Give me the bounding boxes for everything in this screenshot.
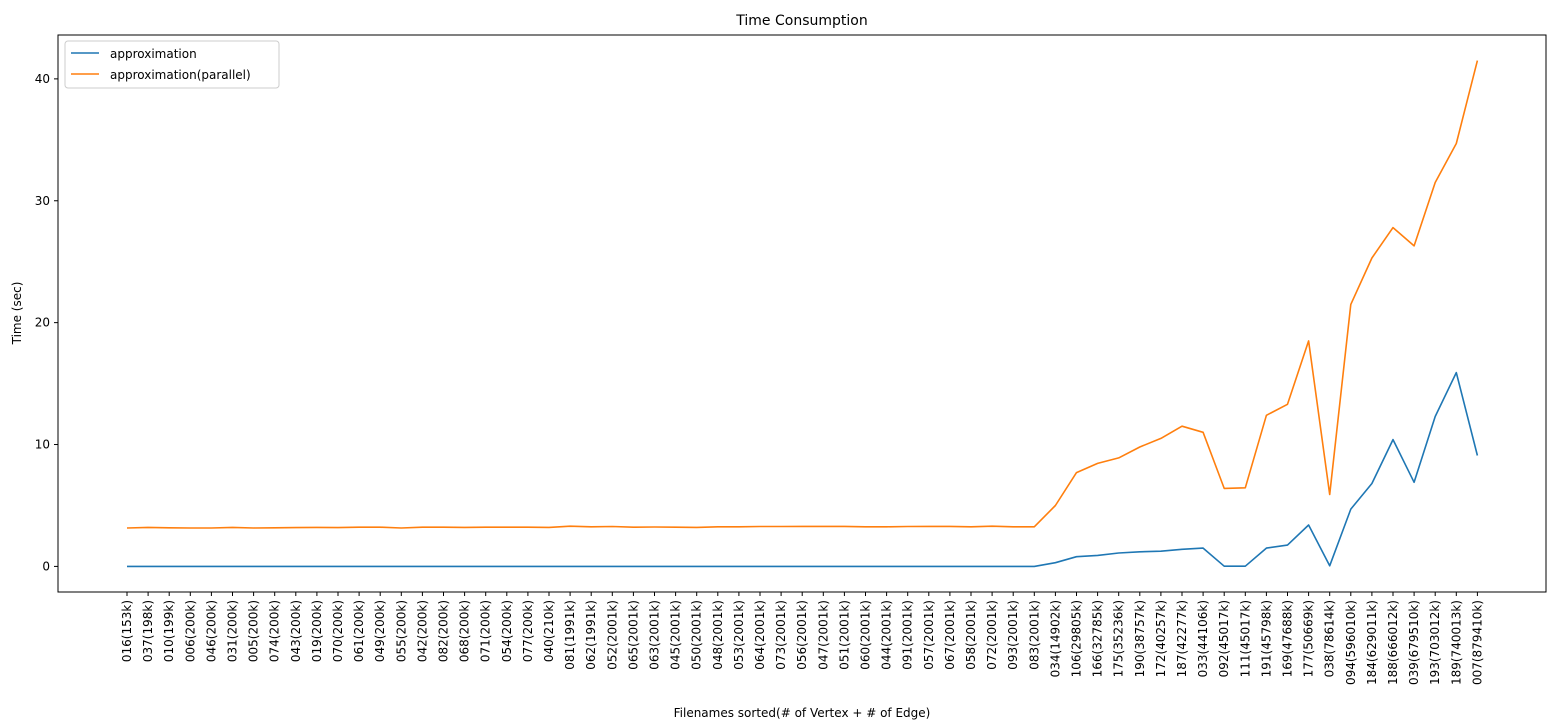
x-tick-label: 055(200k) (394, 600, 408, 662)
x-tick-label: 083(2001k) (1027, 600, 1041, 670)
x-tick-label: 051(2001k) (837, 600, 851, 670)
x-tick-label: 058(2001k) (964, 600, 978, 670)
y-tick-label: 30 (35, 194, 50, 208)
legend-frame (64, 40, 280, 89)
series-line-approximation (127, 371, 1479, 568)
x-tick-label: 040(210k) (542, 600, 556, 662)
x-tick-label: 188(666012k) (1386, 600, 1400, 685)
x-tick-label: 037(198k) (141, 600, 155, 662)
legend-label-approximation: approximation (110, 47, 197, 61)
x-tick-label: 056(2001k) (795, 600, 809, 670)
x-tick-label: 070(200k) (331, 600, 345, 662)
series-line-approximation-parallel (126, 60, 1479, 529)
x-tick-label: 091(2001k) (901, 600, 915, 670)
x-tick-label: 187(42277k) (1175, 600, 1189, 677)
plot-area (57, 34, 1547, 593)
x-tick-label: 166(32785k) (1091, 600, 1105, 677)
x-tick-label: 049(200k) (373, 600, 387, 662)
x-tick-label: 061(200k) (352, 600, 366, 662)
x-tick-label: 081(1991k) (563, 600, 577, 670)
x-tick-label: 062(1991k) (584, 600, 598, 670)
y-tick-label: 0 (42, 559, 50, 573)
x-tick-label: 007(879410k) (1470, 600, 1484, 685)
x-tick-label: 106(29805k) (1070, 600, 1084, 677)
legend: approximation approximation(parallel) (64, 40, 280, 89)
x-tick-label: 082(200k) (437, 600, 451, 662)
x-tick-label: 031(200k) (226, 600, 240, 662)
x-tick-label: 057(2001k) (922, 600, 936, 670)
x-tick-label: 092(45017k) (1217, 600, 1231, 677)
x-tick-label: 064(2001k) (753, 600, 767, 670)
x-tick-label: 067(2001k) (943, 600, 957, 670)
x-tick-label: 005(200k) (247, 600, 261, 662)
x-tick-label: 094(596010k) (1344, 600, 1358, 685)
x-tick-label: 189(740013k) (1449, 600, 1463, 685)
x-tick-label: 045(2001k) (669, 600, 683, 670)
x-tick-label: 190(38757k) (1133, 600, 1147, 677)
y-axis-label: Time (sec) (10, 282, 24, 346)
y-axis: 0 10 20 30 40 (35, 72, 58, 573)
x-tick-label: 065(2001k) (626, 600, 640, 670)
x-tick-label: 172(40257k) (1154, 600, 1168, 677)
y-tick-label: 10 (35, 438, 50, 452)
x-tick-label: 038(78614k) (1323, 600, 1337, 677)
x-tick-label: 048(2001k) (711, 600, 725, 670)
chart-title: Time Consumption (735, 13, 867, 29)
x-tick-label: 073(2001k) (774, 600, 788, 670)
x-tick-label: 184(629011k) (1365, 600, 1379, 685)
x-tick-label: 006(200k) (183, 600, 197, 662)
x-tick-label: 072(2001k) (985, 600, 999, 670)
x-tick-label: 177(50669k) (1302, 600, 1316, 677)
x-tick-label: 111(45017k) (1238, 600, 1252, 677)
x-tick-label: 033(44106k) (1196, 600, 1210, 677)
x-tick-label: 044(2001k) (880, 600, 894, 670)
x-tick-label: 039(679510k) (1407, 600, 1421, 685)
x-tick-label: 010(199k) (162, 600, 176, 662)
x-tick-label: 047(2001k) (816, 600, 830, 670)
x-tick-label: 046(200k) (204, 600, 218, 662)
x-tick-label: 050(2001k) (690, 600, 704, 670)
x-tick-label: 093(2001k) (1006, 600, 1020, 670)
x-tick-label: 077(200k) (521, 600, 535, 662)
x-tick-label: 053(2001k) (732, 600, 746, 670)
x-tick-label: 042(200k) (415, 600, 429, 662)
series-layer (126, 60, 1479, 568)
x-axis: 016(153k) 037(198k) 010(199k) 006(200k) 046(… (120, 592, 1484, 685)
x-tick-label: 054(200k) (500, 600, 514, 662)
x-tick-label: 016(153k) (120, 600, 134, 662)
x-tick-label: 071(200k) (479, 600, 493, 662)
x-tick-label: 034(14902k) (1048, 600, 1062, 677)
x-tick-label: 193(703012k) (1428, 600, 1442, 685)
x-axis-label: Filenames sorted(# of Vertex + # of Edge… (674, 706, 931, 720)
legend-label-approximation-parallel: approximation(parallel) (110, 68, 251, 82)
x-tick-label: 019(200k) (310, 600, 324, 662)
x-tick-label: 063(2001k) (648, 600, 662, 670)
x-tick-label: 175(35236k) (1112, 600, 1126, 677)
x-tick-label: 074(200k) (268, 600, 282, 662)
x-tick-label: 052(2001k) (605, 600, 619, 670)
x-tick-label: 169(47688k) (1281, 600, 1295, 677)
plot-border (57, 34, 1547, 593)
y-tick-label: 40 (35, 72, 50, 86)
y-tick-label: 20 (35, 316, 50, 330)
x-tick-label: 043(200k) (289, 600, 303, 662)
x-tick-label: 060(2001k) (859, 600, 873, 670)
x-tick-label: 068(200k) (458, 600, 472, 662)
x-tick-label: 191(45798k) (1259, 600, 1273, 677)
